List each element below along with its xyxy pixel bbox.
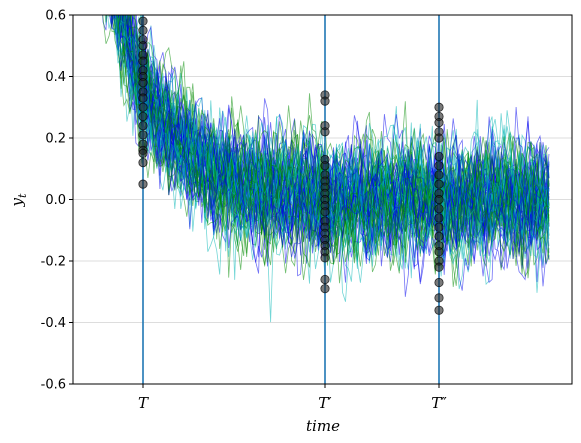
y-axis-label: yt [8,193,29,207]
marker-dot [138,179,148,189]
marker-dot [434,222,444,232]
marker-dot [434,293,444,303]
marker-dot [320,274,330,285]
y-tick-label: 0.4 [45,70,66,85]
marker-dot [434,231,444,241]
y-axis-label-sub: t [16,193,29,198]
marker-dot [434,247,444,257]
y-tick-label: 0.6 [45,9,66,24]
marker-dot [138,93,148,103]
marker-dot [320,96,330,106]
x-tick-label-main: T [431,394,442,412]
x-axis-ticks: T T′ T″ [138,384,447,412]
y-tick-label: -0.2 [41,255,66,270]
marker-dot [138,148,148,158]
marker-dot [320,161,330,171]
marker-dot [320,253,330,263]
y-tick-label: 0.2 [45,132,66,147]
x-tick-label: T′ [318,394,332,412]
x-tick-label-main: T [138,394,149,412]
x-tick-label-prime: ″ [441,394,447,412]
marker-dot [434,151,444,162]
marker-dot [434,161,444,171]
x-tick-label-main: T [318,394,329,412]
marker-dot [434,204,444,214]
marker-dot [138,111,148,122]
marker-dot [320,127,330,137]
marker-dot [138,16,148,26]
marker-dot [434,213,444,223]
marker-dot [320,284,330,294]
marker-dot [138,102,148,112]
marker-dot [434,262,444,272]
x-tick-label-prime: ′ [328,394,332,412]
y-tick-label: -0.4 [41,316,66,331]
marker-dot [138,130,148,140]
marker-dot [138,56,148,66]
y-axis-label-main: y [8,197,26,207]
y-tick-label: 0.0 [45,193,66,208]
marker-dot [434,305,444,315]
marker-dot [320,207,330,217]
marker-dot [138,78,148,88]
marker-dot [138,121,148,131]
marker-dot [434,118,444,128]
marker-dot [434,179,444,189]
marker-dot [138,25,148,35]
marker-dot [138,158,148,168]
x-tick-label: T [138,394,149,412]
y-axis-ticks: 0.6 0.4 0.2 0.0 -0.2 -0.4 -0.6 [41,9,73,393]
x-tick-label: T″ [431,394,447,412]
x-axis-label: time [306,417,340,435]
marker-dot [434,194,444,205]
marker-dot [434,133,444,143]
marker-dot [434,102,444,112]
marker-dots [138,16,444,315]
y-tick-label: -0.6 [41,378,66,393]
marker-dot [434,277,444,288]
marker-dot [434,170,444,180]
marker-dot [138,41,148,51]
